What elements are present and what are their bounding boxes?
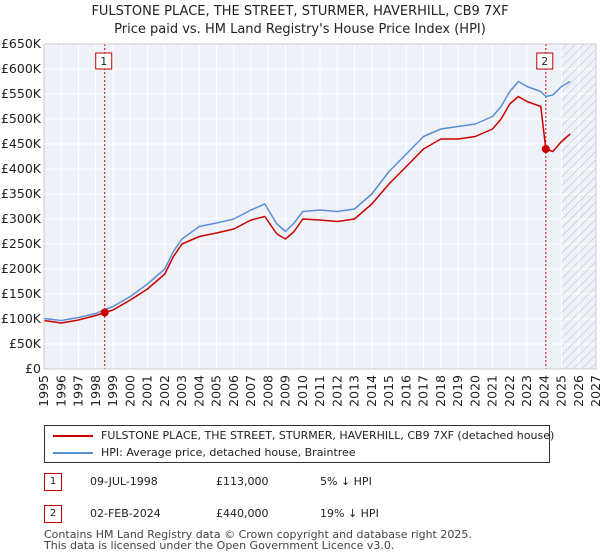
sale-marker-box [95,52,113,70]
x-tick-label: 1997 [71,375,86,407]
x-tick-label: 2022 [502,375,517,407]
legend-label-property: FULSTONE PLACE, THE STREET, STURMER, HAV… [101,429,555,442]
plot-border [43,43,597,370]
x-tick-label: 2015 [381,375,396,407]
sale-date: 09-JUL-1998 [90,475,158,488]
x-tick-label: 2003 [174,375,189,407]
x-tick-label: 1999 [105,375,120,407]
x-tick-label: 2001 [140,375,155,407]
y-tick-label: £0 [25,361,41,376]
sale-marker-label: 2 [541,55,548,68]
sale-price: £440,000 [216,507,269,520]
x-tick-label: 2019 [450,375,465,407]
x-tick-label: 2011 [312,375,327,407]
y-tick-label: £50K [9,336,42,351]
sale-hpi-diff: 5% ↓ HPI [320,475,372,488]
legend-swatch-property [53,435,93,437]
x-tick-label: 1995 [36,375,51,407]
legend-label-hpi: HPI: Average price, detached house, Brai… [101,446,356,459]
x-tick-label: 2013 [347,375,362,407]
series-line [43,95,571,324]
x-tick-label: 2002 [157,375,172,407]
x-tick-label: 2007 [243,375,258,407]
y-tick-label: £300K [1,211,42,226]
sale-badge: 2 [44,505,62,523]
x-tick-label: 2024 [536,375,551,407]
x-tick-label: 2018 [433,375,448,407]
y-tick-label: £200K [1,261,42,276]
y-tick-label: £600K [1,61,42,76]
x-tick-label: 2026 [571,375,586,407]
sale-marker-box [536,52,554,70]
y-tick-label: £100K [1,311,42,326]
x-tick-label: 2010 [295,375,310,407]
x-tick-label: 2020 [467,375,482,407]
price-chart: 1 2 £0 £50K £100K £150K £200K £250K £300K £350K £… [1,36,600,407]
y-tick-label: £550K [1,86,42,101]
y-tick-label: £400K [1,161,42,176]
x-tick-label: 2000 [122,375,137,407]
footer-line-1: Contains HM Land Registry data © Crown c… [44,528,472,541]
x-tick-label: 2025 [554,375,569,407]
x-tick-label: 2017 [416,375,431,407]
x-tick-label: 2009 [278,375,293,407]
y-tick-label: £450K [1,136,42,151]
footer-line-2: This data is licensed under the Open Gov… [44,539,395,552]
chart-subtitle: Price paid vs. HM Land Registry's House … [114,22,486,37]
sale-point [100,308,109,317]
x-tick-label: 2027 [588,375,600,407]
x-tick-label: 1996 [53,375,68,407]
y-tick-label: £350K [1,186,42,201]
footer: Contains HM Land Registry data © Crown c… [44,529,472,551]
sale-hpi-diff: 19% ↓ HPI [320,507,379,520]
x-tick-label: 2021 [485,375,500,407]
sale-marker-label: 1 [100,55,107,68]
x-tick-label: 2004 [191,375,206,407]
x-tick-label: 2023 [519,375,534,407]
forecast-hatch [561,44,596,369]
y-tick-label: £650K [1,36,42,51]
sale-date: 02-FEB-2024 [90,507,161,520]
legend-swatch-hpi [53,452,93,454]
sale-price: £113,000 [216,475,269,488]
x-tick-label: 2006 [226,375,241,407]
x-tick-label: 2005 [209,375,224,407]
chart-title: FULSTONE PLACE, THE STREET, STURMER, HAV… [91,4,509,19]
sale-badge: 1 [44,473,62,491]
sale-point [541,145,550,153]
x-tick-label: 2012 [329,375,344,407]
legend: FULSTONE PLACE, THE STREET, STURMER, HAV… [44,425,554,463]
x-tick-label: 2014 [364,375,379,407]
y-tick-label: £500K [1,111,42,126]
x-tick-label: 2008 [260,375,275,407]
y-tick-label: £250K [1,236,42,251]
x-tick-label: 2016 [398,375,413,407]
x-tick-label: 1998 [88,375,103,407]
y-tick-label: £150K [1,286,42,301]
series-line [43,80,571,322]
